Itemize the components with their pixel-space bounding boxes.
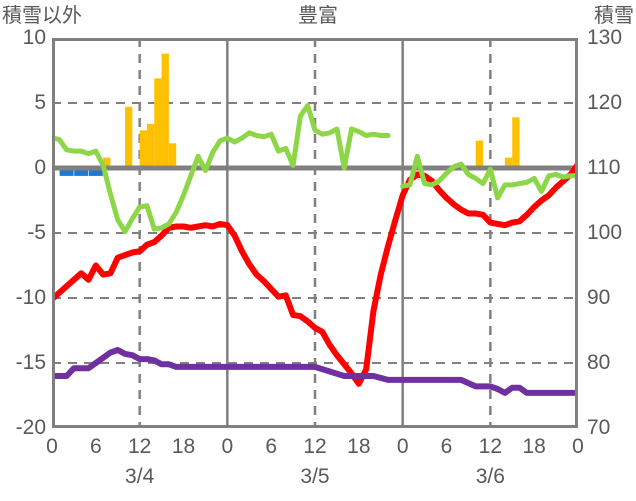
- right-axis-caption: 積雪: [594, 5, 634, 27]
- x-axis-day-label: 3/4: [125, 465, 155, 488]
- right-axis-tick-label: 120: [587, 91, 623, 114]
- series-temperature-red: [52, 161, 578, 387]
- right-axis-tick-label: 70: [587, 416, 611, 439]
- right-axis-tick-label: 90: [587, 286, 611, 309]
- right-axis-tick-label: 110: [587, 156, 621, 179]
- left-axis-caption: 積雪以外: [2, 5, 82, 27]
- left-axis-tick-label: -5: [27, 221, 46, 244]
- right-axis-tick-label: 100: [587, 221, 623, 244]
- series-lines: [52, 103, 578, 396]
- x-axis-tick-label: 6: [89, 435, 102, 458]
- left-axis-tick-label: 0: [34, 156, 46, 179]
- precipitation-bar: [161, 53, 169, 168]
- left-axis-tick-label: 5: [34, 91, 46, 114]
- snowfall-marker: [74, 168, 89, 176]
- snowfall-marker: [88, 168, 103, 176]
- chart-title: 豊富: [298, 5, 338, 27]
- x-axis-tick-label: 12: [127, 435, 152, 458]
- x-axis-tick-label: 0: [221, 435, 234, 458]
- precipitation-bar: [125, 106, 133, 168]
- x-axis-tick-label: 0: [396, 435, 409, 458]
- precipitation-bar: [475, 140, 484, 168]
- x-axis-tick-label: 6: [265, 435, 277, 458]
- precipitation-bar: [103, 157, 111, 168]
- right-axis-tick-label: 130: [587, 26, 623, 49]
- snowfall-markers: [59, 168, 103, 176]
- precipitation-bar: [146, 123, 155, 168]
- x-axis-day-label: 3/6: [475, 465, 505, 488]
- x-axis-tick-label: 0: [572, 435, 584, 458]
- x-axis-day-label: 3/5: [300, 465, 330, 488]
- gridlines: [52, 38, 578, 428]
- precipitation-bar: [168, 143, 177, 168]
- series-humidity-green-day3: [400, 153, 578, 201]
- x-axis-tick-label: 18: [347, 435, 371, 458]
- left-axis-tick-label: -10: [15, 286, 46, 309]
- left-axis-tick-label: -20: [15, 416, 46, 439]
- x-axis-tick-label: 0: [46, 435, 58, 458]
- snowfall-marker: [59, 168, 74, 176]
- left-axis-tick-label: 10: [22, 26, 46, 49]
- x-axis-tick-label: 18: [171, 435, 196, 458]
- x-axis-tick-label: 12: [478, 435, 503, 458]
- series-snow-depth-purple: [52, 347, 578, 396]
- series-humidity-green: [52, 103, 391, 235]
- precipitation-bar: [154, 78, 162, 168]
- right-axis-tick-label: 80: [587, 351, 611, 374]
- precipitation-bar: [512, 117, 520, 168]
- x-axis-tick-label: 6: [440, 435, 453, 458]
- precipitation-bar: [139, 130, 147, 168]
- plot-frame: [52, 38, 578, 428]
- plot-area: [52, 38, 578, 428]
- precipitation-bar: [504, 157, 513, 168]
- chart-svg: [52, 38, 578, 428]
- precipitation-bars: [103, 53, 520, 168]
- left-axis-tick-label: -15: [15, 351, 46, 374]
- x-axis-tick-label: 18: [522, 435, 546, 458]
- x-axis-tick-label: 12: [303, 435, 327, 458]
